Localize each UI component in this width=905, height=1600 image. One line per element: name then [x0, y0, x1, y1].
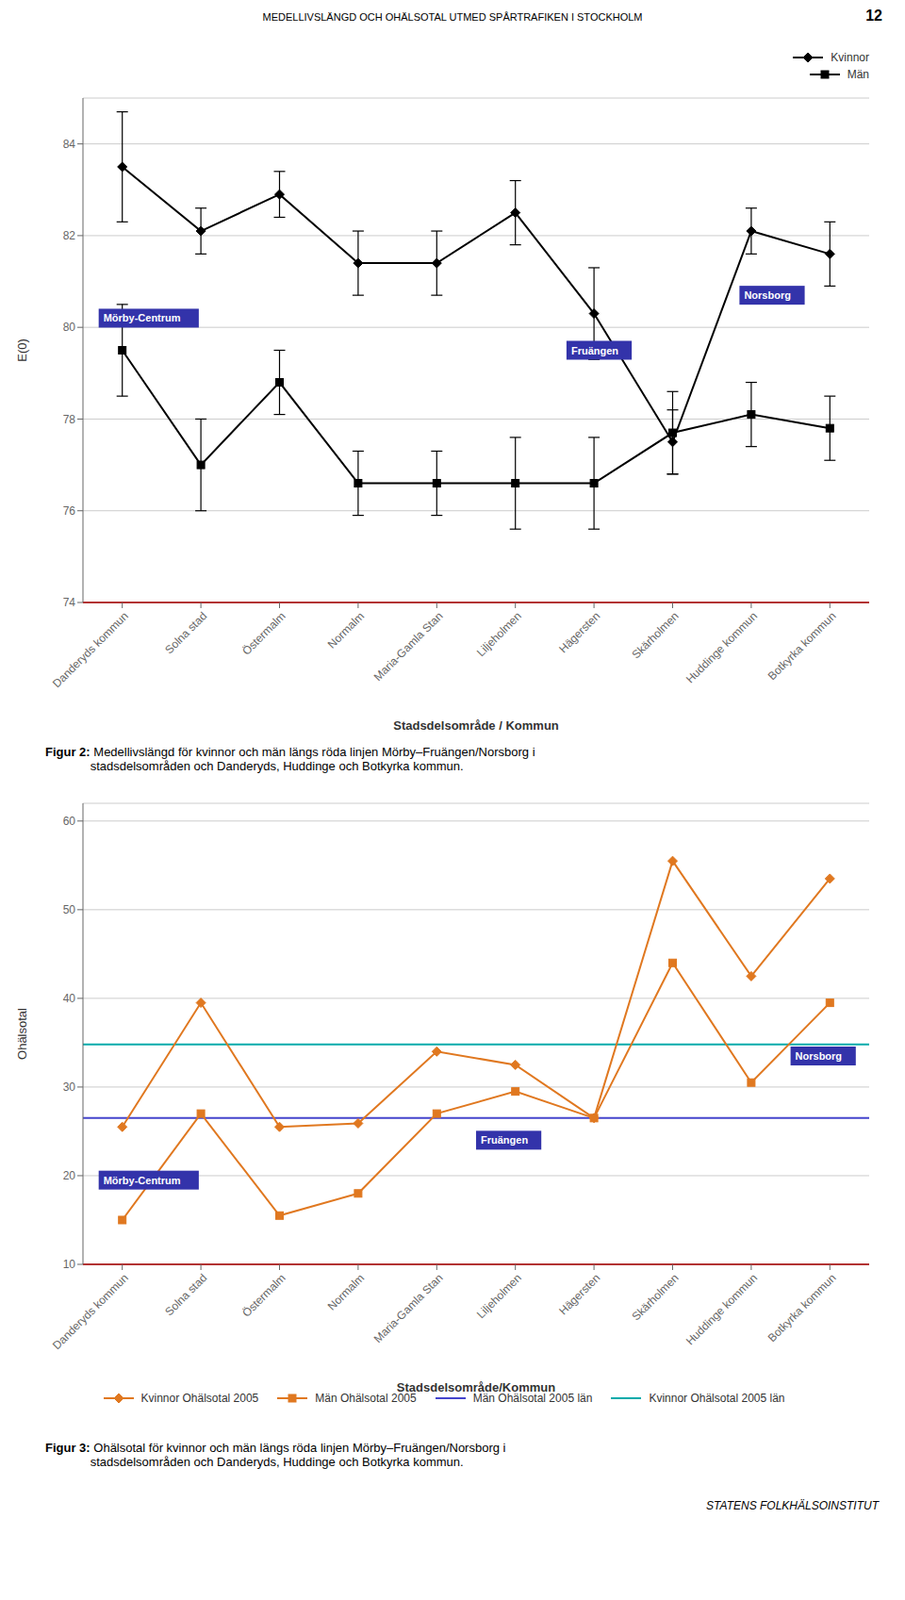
svg-text:E(0): E(0) — [15, 338, 30, 362]
svg-text:Stadsdelsområde / Kommun: Stadsdelsområde / Kommun — [393, 718, 560, 733]
svg-text:Normalm: Normalm — [325, 608, 367, 651]
svg-text:Botkyrka kommun: Botkyrka kommun — [765, 1270, 840, 1345]
svg-text:Skärholmen: Skärholmen — [629, 608, 682, 661]
svg-text:Maria-Gamla Stan: Maria-Gamla Stan — [371, 1270, 446, 1346]
html-text:Kvinnor: Kvinnor — [830, 50, 870, 65]
svg-text:20: 20 — [63, 1168, 77, 1183]
svg-text:30: 30 — [63, 1080, 77, 1094]
svg-text:Liljeholmen: Liljeholmen — [474, 1270, 525, 1321]
html-text:MEDELLIVSLÄNGD OCH OHÄLSOTAL U: MEDELLIVSLÄNGD OCH OHÄLSOTAL UTMED SPÅRT… — [262, 11, 643, 23]
svg-text:Ohälsotal: Ohälsotal — [15, 1007, 30, 1060]
html-text:Män Ohälsotal 2005 län: Män Ohälsotal 2005 län — [472, 1391, 593, 1405]
svg-text:Norsborg: Norsborg — [743, 289, 791, 301]
svg-text:Norsborg: Norsborg — [795, 1050, 843, 1062]
svg-text:Skärholmen: Skärholmen — [629, 1270, 682, 1323]
svg-text:Mörby-Centrum: Mörby-Centrum — [103, 1174, 181, 1186]
svg-text:Huddinge kommun: Huddinge kommun — [683, 608, 760, 686]
html-text:STATENS FOLKHÄLSOINSTITUT: STATENS FOLKHÄLSOINSTITUT — [706, 1498, 879, 1513]
svg-text:Mörby-Centrum: Mörby-Centrum — [103, 312, 181, 324]
svg-text:40: 40 — [63, 991, 77, 1005]
svg-text:50: 50 — [63, 903, 77, 917]
svg-text:80: 80 — [63, 320, 77, 334]
svg-text:Maria-Gamla Stan: Maria-Gamla Stan — [371, 608, 446, 684]
svg-text:Hägersten: Hägersten — [556, 608, 603, 656]
html-text:Figur 2: Medellivslängd för kv: Figur 2: Medellivslängd för kvinnor och … — [45, 744, 535, 774]
svg-text:Liljeholmen: Liljeholmen — [474, 608, 525, 659]
svg-text:Solna stad: Solna stad — [162, 608, 210, 657]
svg-text:Huddinge kommun: Huddinge kommun — [683, 1270, 760, 1348]
svg-text:Danderyds kommun: Danderyds kommun — [49, 608, 132, 691]
svg-text:76: 76 — [63, 504, 77, 518]
svg-text:Hägersten: Hägersten — [556, 1270, 603, 1317]
svg-text:84: 84 — [63, 137, 77, 151]
svg-text:78: 78 — [63, 412, 77, 427]
html-text:Män Ohälsotal 2005: Män Ohälsotal 2005 — [315, 1391, 417, 1405]
svg-text:Östermalm: Östermalm — [239, 608, 288, 658]
html-text:Kvinnor Ohälsotal 2005: Kvinnor Ohälsotal 2005 — [140, 1391, 259, 1405]
svg-text:Danderyds kommun: Danderyds kommun — [49, 1270, 132, 1352]
svg-text:60: 60 — [63, 814, 77, 828]
html-text:Kvinnor Ohälsotal 2005 län: Kvinnor Ohälsotal 2005 län — [648, 1391, 785, 1405]
svg-text:Botkyrka kommun: Botkyrka kommun — [765, 608, 840, 683]
svg-text:Fruängen: Fruängen — [571, 345, 619, 357]
svg-text:Östermalm: Östermalm — [239, 1270, 288, 1319]
svg-text:Solna stad: Solna stad — [162, 1270, 210, 1318]
svg-text:82: 82 — [63, 229, 77, 243]
html-text:Män: Män — [847, 67, 870, 82]
svg-text:Stadsdelsområde/Kommun: Stadsdelsområde/Kommun — [396, 1380, 556, 1395]
html-text:12: 12 — [865, 7, 883, 24]
svg-text:Fruängen: Fruängen — [480, 1134, 528, 1146]
svg-text:10: 10 — [63, 1257, 77, 1271]
html-text:Figur 3: Ohälsotal för kvinnor: Figur 3: Ohälsotal för kvinnor och män l… — [45, 1440, 506, 1469]
svg-text:Normalm: Normalm — [325, 1270, 367, 1313]
svg-text:74: 74 — [63, 595, 77, 609]
